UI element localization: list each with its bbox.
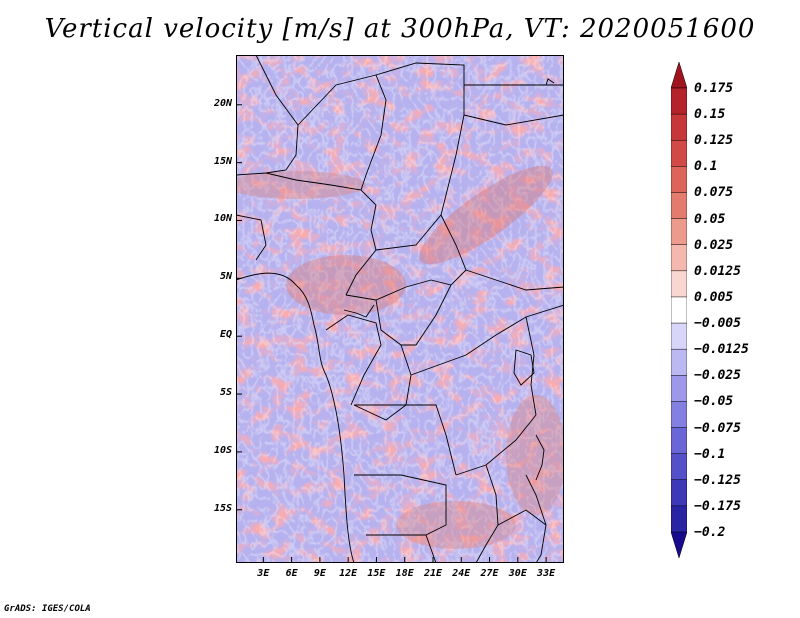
map-frame — [236, 55, 564, 563]
lat-label-10n: 10N — [213, 213, 232, 225]
colorbar-bin-12 — [670, 375, 688, 403]
colorbar-bin-5 — [670, 192, 688, 220]
borders-and-coastlines — [236, 55, 564, 563]
lat-label-20n: 20N — [213, 97, 232, 109]
lon-label-33e: 33E — [537, 568, 556, 579]
velocity-field-map — [236, 55, 564, 563]
colorbar-bin-16 — [670, 479, 688, 507]
lon-label-15e: 15E — [367, 568, 386, 579]
colorbar-label-8: 0.005 — [694, 289, 734, 305]
lat-label-15s: 15S — [213, 502, 232, 514]
lon-label-3e: 3E — [257, 568, 270, 579]
colorbar-label-1: 0.15 — [694, 107, 726, 123]
colorbar-graphic — [670, 61, 688, 559]
lon-label-30e: 30E — [508, 568, 527, 579]
colorbar-bin-10 — [670, 322, 688, 350]
colorbar-bin-18 — [670, 531, 688, 559]
colorbar-label-5: 0.05 — [694, 211, 726, 227]
colorbar-label-7: 0.0125 — [694, 263, 741, 279]
colorbar-bin-9 — [670, 296, 688, 324]
colorbar-label-9: −0.005 — [694, 316, 741, 332]
colorbar-label-16: −0.175 — [694, 498, 741, 514]
colorbar-bin-8 — [670, 270, 688, 298]
lon-label-18e: 18E — [395, 568, 414, 579]
ascent-bands — [236, 165, 564, 549]
grads-credit: GrADS: IGES/COLA — [4, 604, 91, 614]
lon-label-9e: 9E — [313, 568, 326, 579]
colorbar — [670, 61, 688, 559]
colorbar-bin-13 — [670, 401, 688, 429]
lat-label-10s: 10S — [213, 444, 232, 456]
lat-label-eq: EQ — [219, 329, 232, 341]
colorbar-bin-6 — [670, 218, 688, 246]
lon-label-6e: 6E — [285, 568, 298, 579]
colorbar-bin-7 — [670, 244, 688, 272]
colorbar-bin-17 — [670, 505, 688, 533]
lon-label-24e: 24E — [452, 568, 471, 579]
colorbar-label-15: −0.125 — [694, 472, 741, 488]
colorbar-label-14: −0.1 — [694, 446, 726, 462]
lon-label-27e: 27E — [480, 568, 499, 579]
colorbar-bin-1 — [670, 87, 688, 115]
colorbar-label-4: 0.075 — [694, 185, 734, 201]
map-title: Vertical velocity [m/s] at 300hPa, VT: 2… — [44, 14, 756, 44]
colorbar-bin-0 — [670, 61, 688, 89]
colorbar-label-10: −0.0125 — [694, 342, 749, 358]
colorbar-bin-15 — [670, 453, 688, 481]
colorbar-label-2: 0.125 — [694, 133, 734, 149]
colorbar-label-13: −0.075 — [694, 420, 741, 436]
colorbar-bin-2 — [670, 113, 688, 141]
map-panel — [236, 55, 564, 563]
lon-label-12e: 12E — [339, 568, 358, 579]
colorbar-bin-4 — [670, 166, 688, 194]
colorbar-label-0: 0.175 — [694, 81, 734, 96]
colorbar-label-3: 0.1 — [694, 159, 718, 175]
colorbar-bin-11 — [670, 348, 688, 377]
lat-label-5n: 5N — [219, 271, 232, 283]
colorbar-label-11: −0.025 — [694, 368, 741, 384]
velocity-field-white-lines — [236, 55, 564, 563]
colorbar-label-12: −0.05 — [694, 394, 734, 410]
lat-label-5s: 5S — [219, 387, 232, 399]
lat-label-15n: 15N — [213, 155, 232, 167]
colorbar-bin-3 — [670, 139, 688, 168]
colorbar-label-17: −0.2 — [694, 525, 726, 540]
colorbar-bin-14 — [670, 427, 688, 455]
colorbar-label-6: 0.025 — [694, 237, 734, 253]
lon-label-21e: 21E — [423, 568, 443, 579]
